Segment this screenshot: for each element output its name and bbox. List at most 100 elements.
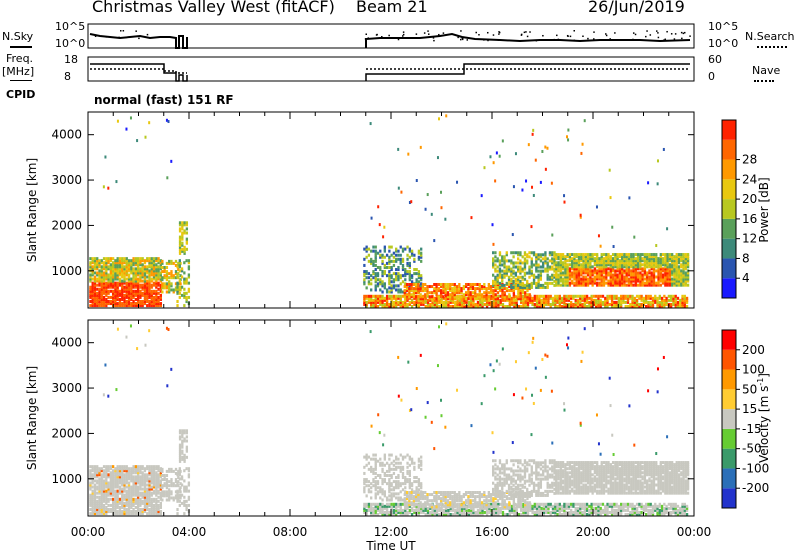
velocity-cell <box>102 505 106 509</box>
power-cell <box>630 283 633 287</box>
power-cell <box>561 283 565 287</box>
power-cell <box>107 302 110 306</box>
power-cell <box>650 259 653 263</box>
power-cell <box>177 268 180 272</box>
velocity-cell <box>109 489 113 493</box>
power-cell <box>635 305 639 308</box>
power-cell <box>647 302 650 306</box>
power-cell <box>178 249 182 253</box>
power-cell <box>141 275 144 279</box>
power-cell <box>132 277 135 281</box>
velocity-cell <box>381 510 384 514</box>
power-cell <box>480 285 484 289</box>
power-cell <box>451 300 455 304</box>
velocity-cell <box>159 505 163 509</box>
power-cell <box>602 279 606 283</box>
power-cell <box>417 285 420 289</box>
velocity-cell <box>100 473 103 477</box>
power-cell <box>575 283 578 287</box>
power-cell <box>148 300 151 304</box>
velocity-cell <box>390 496 393 500</box>
power-cell <box>365 296 368 300</box>
power-cell <box>609 281 612 285</box>
power-cell <box>410 295 413 299</box>
power-cell <box>100 261 103 265</box>
velocity-cell <box>105 483 108 487</box>
power-cell <box>420 247 423 251</box>
power-cell <box>388 274 391 278</box>
power-cell <box>524 293 527 297</box>
power-cell <box>584 277 587 281</box>
power-cell <box>596 273 599 277</box>
power-cell <box>183 304 186 308</box>
power-cell <box>376 251 380 255</box>
velocity-cell <box>426 506 430 510</box>
power-cell <box>607 253 610 257</box>
velocity-cell <box>93 491 97 495</box>
power-cell <box>136 277 140 281</box>
power-cell <box>610 305 614 308</box>
power-cell <box>168 282 171 286</box>
velocity-cell <box>374 463 377 467</box>
power-cell <box>596 257 599 261</box>
power-cell <box>650 253 653 257</box>
power-cell <box>385 298 389 302</box>
power-cell <box>143 275 147 279</box>
velocity-cell <box>483 510 486 514</box>
velocity-cell <box>397 502 400 506</box>
power-cell <box>686 279 690 283</box>
velocity-cell <box>372 457 375 461</box>
nsky-dot <box>593 38 595 40</box>
power-cell <box>483 291 486 295</box>
power-cell <box>512 255 515 259</box>
power-cell <box>655 283 658 287</box>
power-cell <box>598 277 601 281</box>
velocity-cell <box>127 487 131 491</box>
power-cell <box>183 221 186 225</box>
power-cell <box>654 294 657 298</box>
freq-label: Freq. <box>6 52 34 65</box>
power-cell <box>476 302 480 306</box>
power-cell <box>501 277 504 281</box>
power-cell <box>632 255 635 259</box>
power-cell <box>666 273 669 277</box>
power-cell <box>602 283 606 287</box>
nave-label: Nave <box>752 64 781 77</box>
power-cell <box>372 298 375 302</box>
power-cell <box>514 261 518 265</box>
velocity-cell <box>155 508 158 512</box>
velocity-cell <box>172 469 175 473</box>
power-cell <box>141 257 144 261</box>
power-cell <box>611 259 615 263</box>
power-cell <box>649 300 652 304</box>
power-cell <box>638 302 641 306</box>
power-cell <box>508 285 511 289</box>
power-cell <box>565 305 568 308</box>
power-cell <box>625 265 628 269</box>
power-cell <box>388 249 391 253</box>
power-cell <box>539 275 543 279</box>
power-cell <box>159 265 163 269</box>
velocity-cell <box>100 495 103 499</box>
power-cell <box>498 271 502 275</box>
power-cell <box>555 283 558 287</box>
power-cell <box>568 271 572 275</box>
power-cell <box>150 304 153 308</box>
velocity-cell <box>111 489 115 493</box>
power-cell <box>157 287 160 291</box>
power-cell <box>661 257 665 261</box>
velocity-cell <box>159 473 163 477</box>
power-cell <box>555 269 558 273</box>
power-cell <box>600 263 603 267</box>
power-cell <box>183 291 186 295</box>
power-cell <box>483 166 486 170</box>
power-cell <box>420 276 423 280</box>
power-cell <box>168 288 171 292</box>
power-cell <box>111 265 115 269</box>
power-cell <box>91 289 94 293</box>
power-cell <box>494 279 497 283</box>
power-cell <box>363 270 366 274</box>
power-cell <box>379 302 382 306</box>
power-cell <box>109 281 113 285</box>
power-cell <box>600 257 603 261</box>
